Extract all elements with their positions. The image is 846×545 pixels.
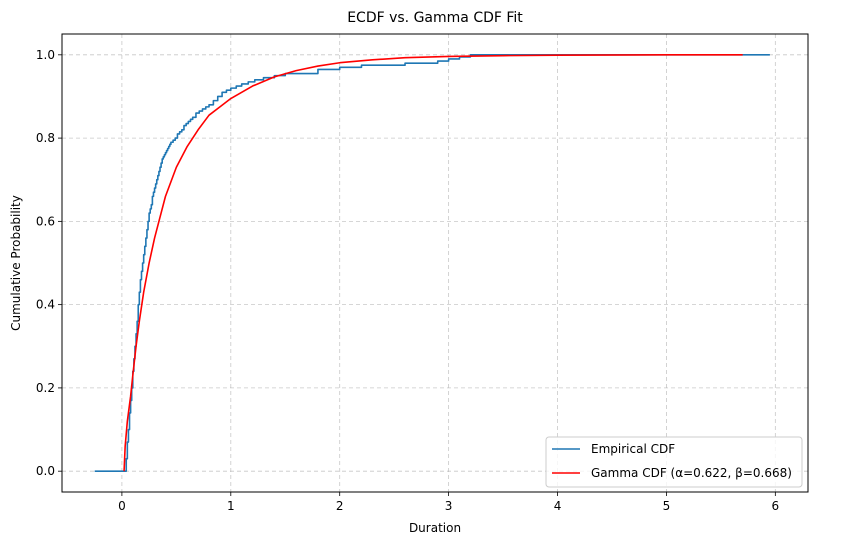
series-empirical-cdf <box>94 54 770 472</box>
x-tick-label: 0 <box>118 499 126 513</box>
legend-label-empirical: Empirical CDF <box>591 442 675 456</box>
chart-title: ECDF vs. Gamma CDF Fit <box>347 10 523 26</box>
x-tick-label: 4 <box>554 499 562 513</box>
series-gamma-cdf <box>123 54 743 472</box>
y-tick-label: 0.8 <box>36 131 55 145</box>
x-tick-label: 6 <box>772 499 780 513</box>
x-tick-label: 1 <box>227 499 235 513</box>
legend: Empirical CDF Gamma CDF (α=0.622, β=0.66… <box>545 436 803 488</box>
y-tick-label: 0.6 <box>36 214 55 228</box>
y-tick-label: 0.4 <box>36 298 55 312</box>
y-tick-label: 1.0 <box>36 48 55 62</box>
y-axis-label: Cumulative Probability <box>9 195 23 331</box>
x-tick-label: 2 <box>336 499 344 513</box>
plot-frame <box>61 33 809 493</box>
legend-box <box>545 436 803 488</box>
plot-background <box>62 34 808 492</box>
y-tick-label: 0.0 <box>36 464 55 478</box>
x-tick-label: 5 <box>663 499 671 513</box>
x-axis-label: Duration <box>409 521 461 535</box>
legend-label-gamma: Gamma CDF (α=0.622, β=0.668) <box>591 466 792 480</box>
x-tick-label: 3 <box>445 499 453 513</box>
series-layer <box>94 54 770 472</box>
y-tick-label: 0.2 <box>36 381 55 395</box>
grid <box>62 34 808 492</box>
ticks: 0 1 2 3 4 5 6 0.0 0.2 0.4 0.6 0.8 1.0 <box>36 48 779 513</box>
